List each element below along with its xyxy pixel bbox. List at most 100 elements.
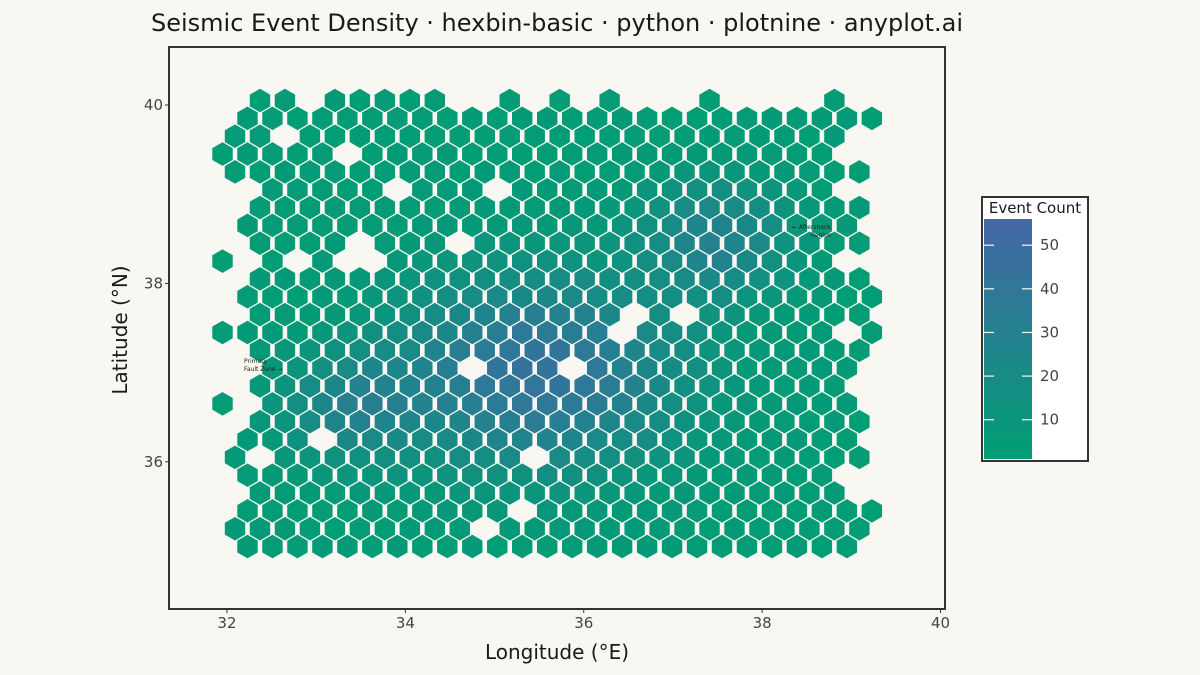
hex-bin <box>461 319 484 345</box>
hex-bin <box>386 462 409 488</box>
hex-bin <box>773 409 796 435</box>
hex-bin <box>461 248 484 274</box>
hex-bin <box>698 159 721 185</box>
hex-bin <box>249 123 271 149</box>
hex-bin <box>486 105 509 131</box>
hex-bin <box>423 195 446 221</box>
hex-bin <box>761 319 783 345</box>
hex-bin <box>299 337 321 363</box>
hex-bin <box>436 284 459 310</box>
hex-bin <box>249 373 271 399</box>
hex-bin <box>823 480 846 506</box>
hex-bin <box>473 409 496 435</box>
hex-bin <box>811 462 833 488</box>
hex-bin <box>686 319 708 345</box>
hex-bin <box>561 177 583 203</box>
hex-bin <box>473 302 496 328</box>
hex-bin <box>861 319 883 345</box>
hex-bin <box>536 462 559 488</box>
hex-bin <box>548 516 571 542</box>
hex-bin <box>448 337 471 363</box>
hex-bin <box>411 355 434 381</box>
hex-bin <box>686 248 708 274</box>
hex-bin <box>436 462 459 488</box>
hex-bin <box>461 391 484 417</box>
hex-bin <box>698 409 721 435</box>
hex-bin <box>523 159 546 185</box>
hex-bin <box>486 212 509 238</box>
hex-bin <box>686 212 708 238</box>
legend-title: Event Count <box>989 199 1081 217</box>
hex-bin <box>286 391 309 417</box>
hex-bin <box>374 444 396 470</box>
hex-bin <box>336 284 359 310</box>
hex-bin <box>536 319 559 345</box>
hex-bin <box>536 391 559 417</box>
hex-bin <box>598 159 621 185</box>
hex-bin <box>236 319 259 345</box>
hex-bin <box>823 516 846 542</box>
hex-bin <box>236 141 259 167</box>
hex-bin <box>736 212 758 238</box>
hex-bin <box>361 498 384 524</box>
hex-bin <box>486 355 509 381</box>
hex-bin <box>211 319 234 345</box>
hex-bin <box>448 373 471 399</box>
hex-bin <box>586 248 608 274</box>
chart-title: Seismic Event Density · hexbin-basic · p… <box>151 9 963 37</box>
hex-bin <box>586 391 608 417</box>
hex-bin <box>274 337 296 363</box>
hex-bin <box>523 409 546 435</box>
hex-bin <box>736 284 758 310</box>
hex-bin <box>648 444 671 470</box>
hex-bin <box>523 266 546 292</box>
hex-bin <box>324 266 346 292</box>
hex-bin <box>586 284 608 310</box>
hex-bin <box>411 284 434 310</box>
hex-bin <box>436 355 459 381</box>
hex-bin <box>336 319 359 345</box>
hex-bin <box>236 498 259 524</box>
hex-bin <box>249 480 271 506</box>
hex-bin <box>736 355 758 381</box>
hex-bin <box>848 195 871 221</box>
hex-bin <box>648 373 671 399</box>
hex-bin <box>386 391 409 417</box>
hex-bin <box>836 534 858 560</box>
hex-bin <box>573 409 596 435</box>
hex-bin <box>823 444 846 470</box>
hex-bin <box>311 498 334 524</box>
hex-bin <box>773 195 796 221</box>
hex-bin <box>349 123 371 149</box>
hex-bin <box>636 319 658 345</box>
hex-bin <box>349 88 371 114</box>
hex-bin <box>548 159 571 185</box>
hex-bin <box>386 248 409 274</box>
hex-bin <box>823 88 846 114</box>
hex-bin <box>736 105 758 131</box>
hex-bin <box>773 373 796 399</box>
hex-bin <box>311 319 334 345</box>
hex-bin <box>661 319 683 345</box>
hex-bin <box>598 480 621 506</box>
hex-bin <box>748 480 771 506</box>
hex-bin <box>461 498 484 524</box>
hex-bin <box>661 284 683 310</box>
hex-bin <box>686 427 708 452</box>
hex-bin <box>786 534 808 560</box>
hex-bin <box>486 284 509 310</box>
hex-bin <box>511 248 534 274</box>
hex-bin <box>773 444 796 470</box>
hex-bin <box>611 534 633 560</box>
hex-bin <box>711 391 733 417</box>
hex-bin <box>349 337 371 363</box>
y-tick-label: 40 <box>144 96 163 114</box>
hex-bin <box>561 284 583 310</box>
hex-bin <box>648 195 671 221</box>
hex-bin <box>399 373 421 399</box>
hex-bin <box>761 177 783 203</box>
hex-bin <box>686 177 708 203</box>
hex-bin <box>761 391 783 417</box>
hex-bin <box>711 212 733 238</box>
